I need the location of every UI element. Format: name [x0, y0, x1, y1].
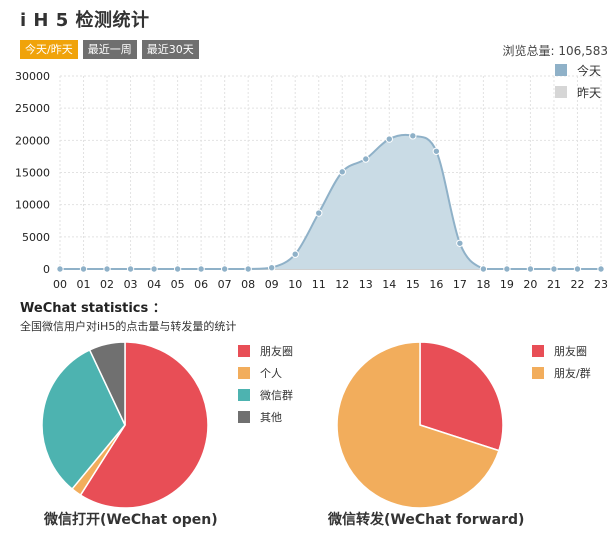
x-tick-label: 16	[429, 278, 443, 291]
x-tick-label: 23	[594, 278, 608, 291]
legend-swatch	[238, 389, 250, 401]
pie-slice	[79, 341, 209, 509]
data-point-today	[291, 250, 299, 258]
open-pie-title: 微信打开(WeChat open)	[44, 512, 218, 528]
x-tick-label: 14	[382, 278, 396, 291]
pie-slice	[336, 341, 500, 509]
x-tick-label: 20	[523, 278, 537, 291]
data-point-today	[385, 135, 394, 143]
legend-swatch	[238, 411, 250, 423]
data-point-today	[338, 168, 346, 176]
legend-item: 微信群	[238, 384, 293, 406]
y-tick-label: 20000	[15, 134, 50, 147]
data-point-today	[550, 265, 558, 273]
y-tick-label: 0	[43, 263, 50, 276]
x-tick-label: 08	[241, 278, 255, 291]
legend-swatch	[555, 86, 567, 98]
x-tick-label: 19	[500, 278, 514, 291]
series-today-area	[60, 134, 601, 269]
x-tick-label: 18	[476, 278, 490, 291]
legend-swatch	[532, 367, 544, 379]
legend-label: 昨天	[577, 86, 601, 100]
pie-slice	[88, 341, 126, 426]
legend-item: 个人	[238, 362, 293, 384]
legend-swatch	[532, 345, 544, 357]
data-point-today	[432, 147, 441, 155]
y-tick-label: 10000	[15, 199, 50, 212]
y-tick-label: 25000	[15, 102, 50, 115]
pie-slice	[41, 348, 126, 491]
total-views: 浏览总量: 106,583	[502, 44, 608, 58]
data-point-today	[56, 265, 64, 273]
data-point-today	[526, 265, 535, 273]
legend-label: 朋友/群	[554, 367, 591, 380]
legend-label: 个人	[260, 367, 282, 380]
x-tick-label: 05	[171, 278, 185, 291]
data-point-today	[220, 265, 229, 273]
forward-pie-title: 微信转发(WeChat forward)	[328, 512, 525, 528]
y-tick-label: 15000	[15, 167, 50, 180]
x-tick-label: 10	[288, 278, 302, 291]
legend-label: 朋友圈	[554, 345, 587, 358]
x-tick-label: 12	[335, 278, 349, 291]
pie-slice	[71, 424, 126, 497]
forward-pie-legend: 朋友圈朋友/群	[532, 340, 591, 384]
x-tick-label: 21	[547, 278, 561, 291]
data-point-today	[456, 239, 464, 247]
data-point-today	[197, 265, 205, 273]
data-point-today	[315, 209, 323, 217]
legend-label: 今天	[577, 63, 601, 78]
legend-swatch	[238, 345, 250, 357]
x-tick-label: 07	[218, 278, 232, 291]
x-tick-label: 09	[265, 278, 279, 291]
legend-item: 朋友/群	[532, 362, 591, 384]
legend-label: 微信群	[260, 389, 293, 402]
wechat-section-title: WeChat statistics ：	[20, 301, 166, 316]
page-title: i H 5 检测统计	[20, 10, 150, 31]
x-tick-label: 17	[453, 278, 467, 291]
legend-label: 朋友圈	[260, 345, 293, 358]
time-range-tabs: 今天/昨天 最近一周 最近30天	[20, 40, 199, 59]
x-tick-label: 22	[570, 278, 584, 291]
data-point-today	[573, 265, 582, 273]
data-point-today	[362, 155, 370, 163]
data-point-today	[126, 265, 135, 273]
legend-swatch	[238, 367, 250, 379]
data-point-today	[409, 132, 417, 140]
data-point-today	[173, 265, 182, 273]
tab-last-week[interactable]: 最近一周	[82, 40, 137, 59]
legend-item: 其他	[238, 406, 293, 428]
data-point-today	[79, 265, 88, 273]
tab-last-30-days[interactable]: 最近30天	[141, 40, 199, 59]
x-tick-label: 03	[124, 278, 138, 291]
x-tick-label: 04	[147, 278, 161, 291]
open-pie-legend: 朋友圈个人微信群其他	[238, 340, 293, 428]
data-point-today	[267, 264, 276, 272]
legend-item: 朋友圈	[238, 340, 293, 362]
data-point-today	[479, 265, 488, 273]
y-tick-label: 30000	[15, 70, 50, 83]
x-tick-label: 02	[100, 278, 114, 291]
legend-label: 其他	[260, 411, 282, 424]
wechat-section-subtitle: 全国微信用户对iH5的点击量与转发量的统计	[20, 320, 237, 333]
legend-item: 朋友圈	[532, 340, 591, 362]
data-point-today	[103, 265, 111, 273]
x-tick-label: 11	[312, 278, 326, 291]
x-tick-label: 15	[406, 278, 420, 291]
legend-swatch	[555, 64, 567, 76]
x-tick-label: 06	[194, 278, 208, 291]
x-tick-label: 01	[77, 278, 91, 291]
y-tick-label: 5000	[22, 231, 50, 244]
data-point-today	[597, 265, 605, 273]
data-point-today	[503, 265, 511, 273]
x-tick-label: 00	[53, 278, 67, 291]
pie-slice	[419, 341, 504, 452]
data-point-today	[244, 265, 252, 273]
x-tick-label: 13	[359, 278, 373, 291]
data-point-today	[150, 265, 158, 273]
tab-today-yesterday[interactable]: 今天/昨天	[20, 40, 78, 59]
hourly-area-chart: 0 5000 10000 15000 20000 25000 30000 00 01 02 03 04…	[15, 63, 608, 291]
